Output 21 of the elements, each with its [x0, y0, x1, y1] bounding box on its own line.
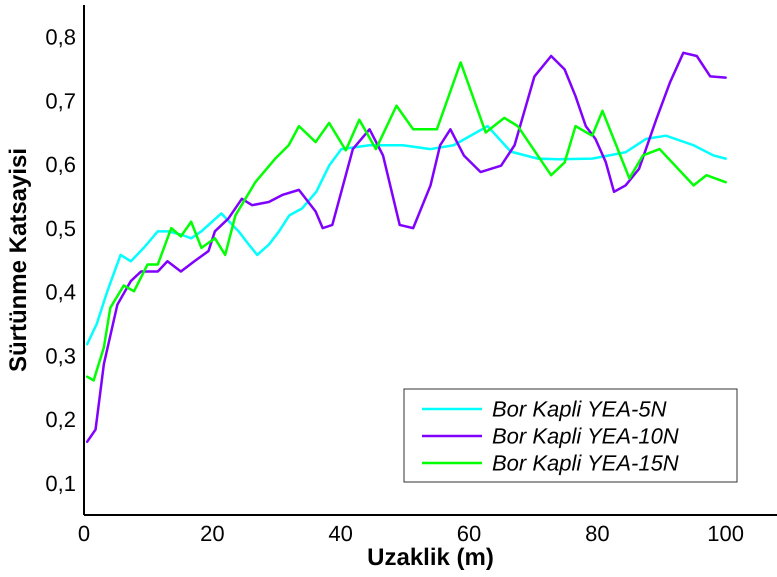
y-tick-label: 0,3 [45, 343, 76, 368]
x-tick-label: 0 [78, 521, 90, 546]
y-axis-title: Sürtünme Katsayisi [5, 148, 32, 372]
line-series [86, 124, 727, 346]
x-tick-label: 20 [200, 521, 225, 546]
legend-label: Bor Kapli YEA-15N [492, 450, 679, 476]
y-tick-label: 0,2 [45, 407, 76, 432]
y-tick-label: 0,6 [45, 152, 76, 178]
x-tick-label: 80 [585, 521, 610, 546]
y-tick-label: 0,4 [45, 280, 76, 305]
legend-label: Bor Kapli YEA-10N [492, 424, 679, 449]
legend-label: Bor Kapli YEA-5N [492, 396, 667, 422]
y-tick-label: 0,8 [45, 24, 76, 50]
x-axis-title: Uzaklik (m) [367, 544, 494, 571]
line-series [86, 61, 727, 382]
y-tick-label: 0,7 [45, 88, 76, 114]
x-tick-label: 100 [707, 521, 744, 546]
x-tick-label: 40 [328, 521, 353, 546]
y-tick-label: 0,5 [45, 216, 76, 241]
x-tick-label: 60 [456, 521, 482, 546]
y-tick-label: 0,1 [45, 470, 76, 496]
